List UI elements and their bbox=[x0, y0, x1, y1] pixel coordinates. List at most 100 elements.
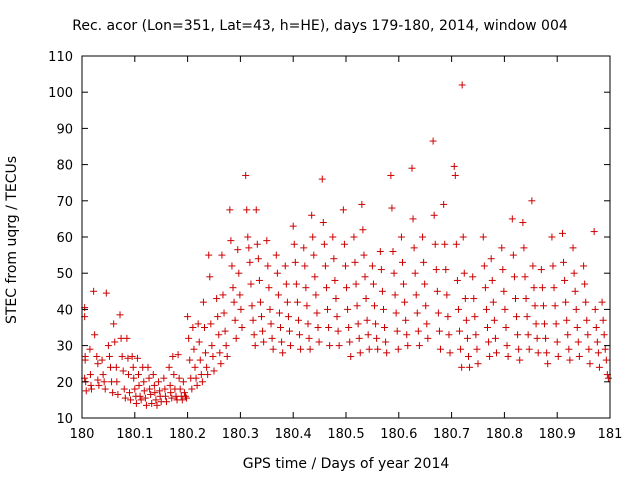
data-point bbox=[110, 320, 118, 328]
data-point bbox=[207, 320, 215, 328]
data-point bbox=[489, 298, 497, 306]
data-point bbox=[524, 331, 532, 339]
data-point bbox=[554, 352, 562, 360]
x-tick-label: 180.4 bbox=[275, 427, 312, 442]
data-point bbox=[458, 363, 466, 371]
data-point bbox=[268, 334, 276, 342]
data-point bbox=[222, 342, 230, 350]
data-point bbox=[361, 273, 369, 281]
data-point bbox=[184, 313, 192, 321]
data-point bbox=[569, 244, 577, 252]
data-point bbox=[420, 258, 428, 266]
data-point bbox=[165, 363, 173, 371]
data-point bbox=[231, 316, 239, 324]
data-point bbox=[314, 324, 322, 331]
data-point bbox=[511, 295, 519, 303]
data-point bbox=[300, 244, 308, 252]
data-point bbox=[503, 342, 511, 350]
data-point bbox=[290, 240, 298, 248]
data-point bbox=[234, 246, 242, 254]
data-point bbox=[204, 371, 212, 379]
data-point bbox=[292, 280, 300, 288]
data-point bbox=[560, 258, 568, 266]
data-point bbox=[513, 313, 521, 321]
data-point bbox=[585, 345, 593, 353]
data-point bbox=[572, 305, 580, 313]
data-point bbox=[443, 291, 451, 299]
data-point bbox=[153, 401, 161, 409]
data-point bbox=[147, 390, 155, 398]
data-point bbox=[140, 378, 148, 386]
data-point bbox=[521, 273, 529, 281]
data-point bbox=[584, 331, 592, 339]
data-point bbox=[273, 269, 281, 277]
data-point bbox=[303, 302, 311, 310]
data-point bbox=[226, 206, 234, 214]
data-point bbox=[537, 266, 545, 274]
data-point bbox=[415, 342, 423, 350]
data-point bbox=[272, 251, 280, 259]
data-point bbox=[104, 342, 112, 350]
data-point bbox=[539, 302, 547, 310]
data-point bbox=[263, 237, 271, 245]
data-point bbox=[181, 392, 189, 400]
data-point bbox=[350, 233, 358, 241]
data-point bbox=[460, 269, 468, 277]
data-point bbox=[190, 345, 198, 353]
data-point bbox=[193, 381, 201, 389]
y-axis: 10 20 30 40 50 60 70 80 90 100 110 bbox=[48, 50, 610, 427]
data-point bbox=[532, 320, 540, 328]
data-point bbox=[502, 324, 510, 331]
data-point bbox=[383, 349, 391, 357]
data-point bbox=[315, 338, 323, 346]
data-point bbox=[105, 352, 113, 360]
data-point bbox=[498, 244, 506, 252]
data-point bbox=[343, 284, 351, 292]
data-point bbox=[223, 352, 231, 360]
x-tick-label: 180.2 bbox=[169, 427, 206, 442]
data-point bbox=[282, 280, 290, 288]
data-point bbox=[365, 345, 373, 353]
data-point bbox=[283, 298, 291, 306]
data-point bbox=[356, 349, 364, 357]
data-point bbox=[522, 295, 530, 303]
data-point bbox=[281, 262, 289, 270]
data-point bbox=[480, 262, 488, 270]
data-point bbox=[127, 396, 135, 404]
data-point bbox=[166, 381, 174, 389]
data-point bbox=[474, 360, 482, 368]
data-point bbox=[266, 305, 274, 313]
data-point bbox=[199, 298, 207, 306]
data-point bbox=[397, 233, 405, 241]
data-point bbox=[160, 374, 168, 382]
data-point bbox=[305, 334, 313, 342]
data-point bbox=[248, 302, 256, 310]
data-point bbox=[345, 324, 353, 331]
data-point bbox=[134, 371, 142, 379]
data-point bbox=[140, 387, 148, 395]
data-point bbox=[390, 269, 398, 277]
data-point bbox=[403, 331, 411, 339]
data-point bbox=[238, 324, 246, 331]
data-point bbox=[90, 287, 98, 295]
data-point bbox=[294, 316, 302, 324]
data-point bbox=[195, 338, 203, 346]
data-point bbox=[586, 360, 594, 368]
data-point bbox=[215, 331, 223, 339]
data-point bbox=[520, 244, 528, 252]
data-point bbox=[291, 258, 299, 266]
data-point bbox=[508, 215, 516, 223]
data-point bbox=[469, 273, 477, 281]
data-point bbox=[462, 316, 470, 324]
data-point bbox=[217, 360, 225, 368]
data-point bbox=[176, 385, 184, 393]
data-point bbox=[232, 334, 240, 342]
data-point bbox=[123, 334, 131, 342]
x-tick-label: 180.8 bbox=[486, 427, 523, 442]
y-tick-label: 50 bbox=[56, 267, 73, 282]
data-point bbox=[544, 360, 552, 368]
data-point bbox=[179, 378, 187, 386]
data-point bbox=[382, 338, 390, 346]
data-point bbox=[87, 381, 95, 389]
data-point bbox=[470, 295, 478, 303]
